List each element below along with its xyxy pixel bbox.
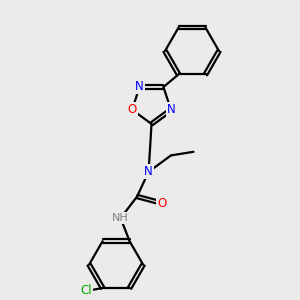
Text: NH: NH: [112, 213, 129, 223]
Text: N: N: [167, 103, 175, 116]
Text: N: N: [144, 165, 153, 178]
Text: N: N: [135, 80, 144, 94]
Text: O: O: [128, 103, 137, 116]
Text: Cl: Cl: [80, 284, 92, 298]
Text: O: O: [157, 196, 166, 210]
